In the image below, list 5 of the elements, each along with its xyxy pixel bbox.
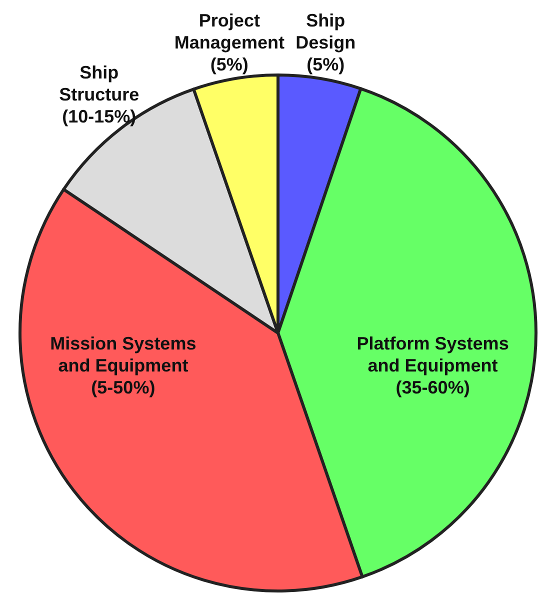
slice-label: Mission Systems and Equipment (5-50%) (50, 334, 196, 398)
slice-label: Project Management (5%) (174, 10, 284, 75)
slice-label: Platform Systems and Equipment (35-60%) (356, 334, 509, 398)
slice-label: Ship Design (5%) (296, 10, 356, 75)
slice-label: Ship Structure (10-15%) (59, 62, 140, 126)
